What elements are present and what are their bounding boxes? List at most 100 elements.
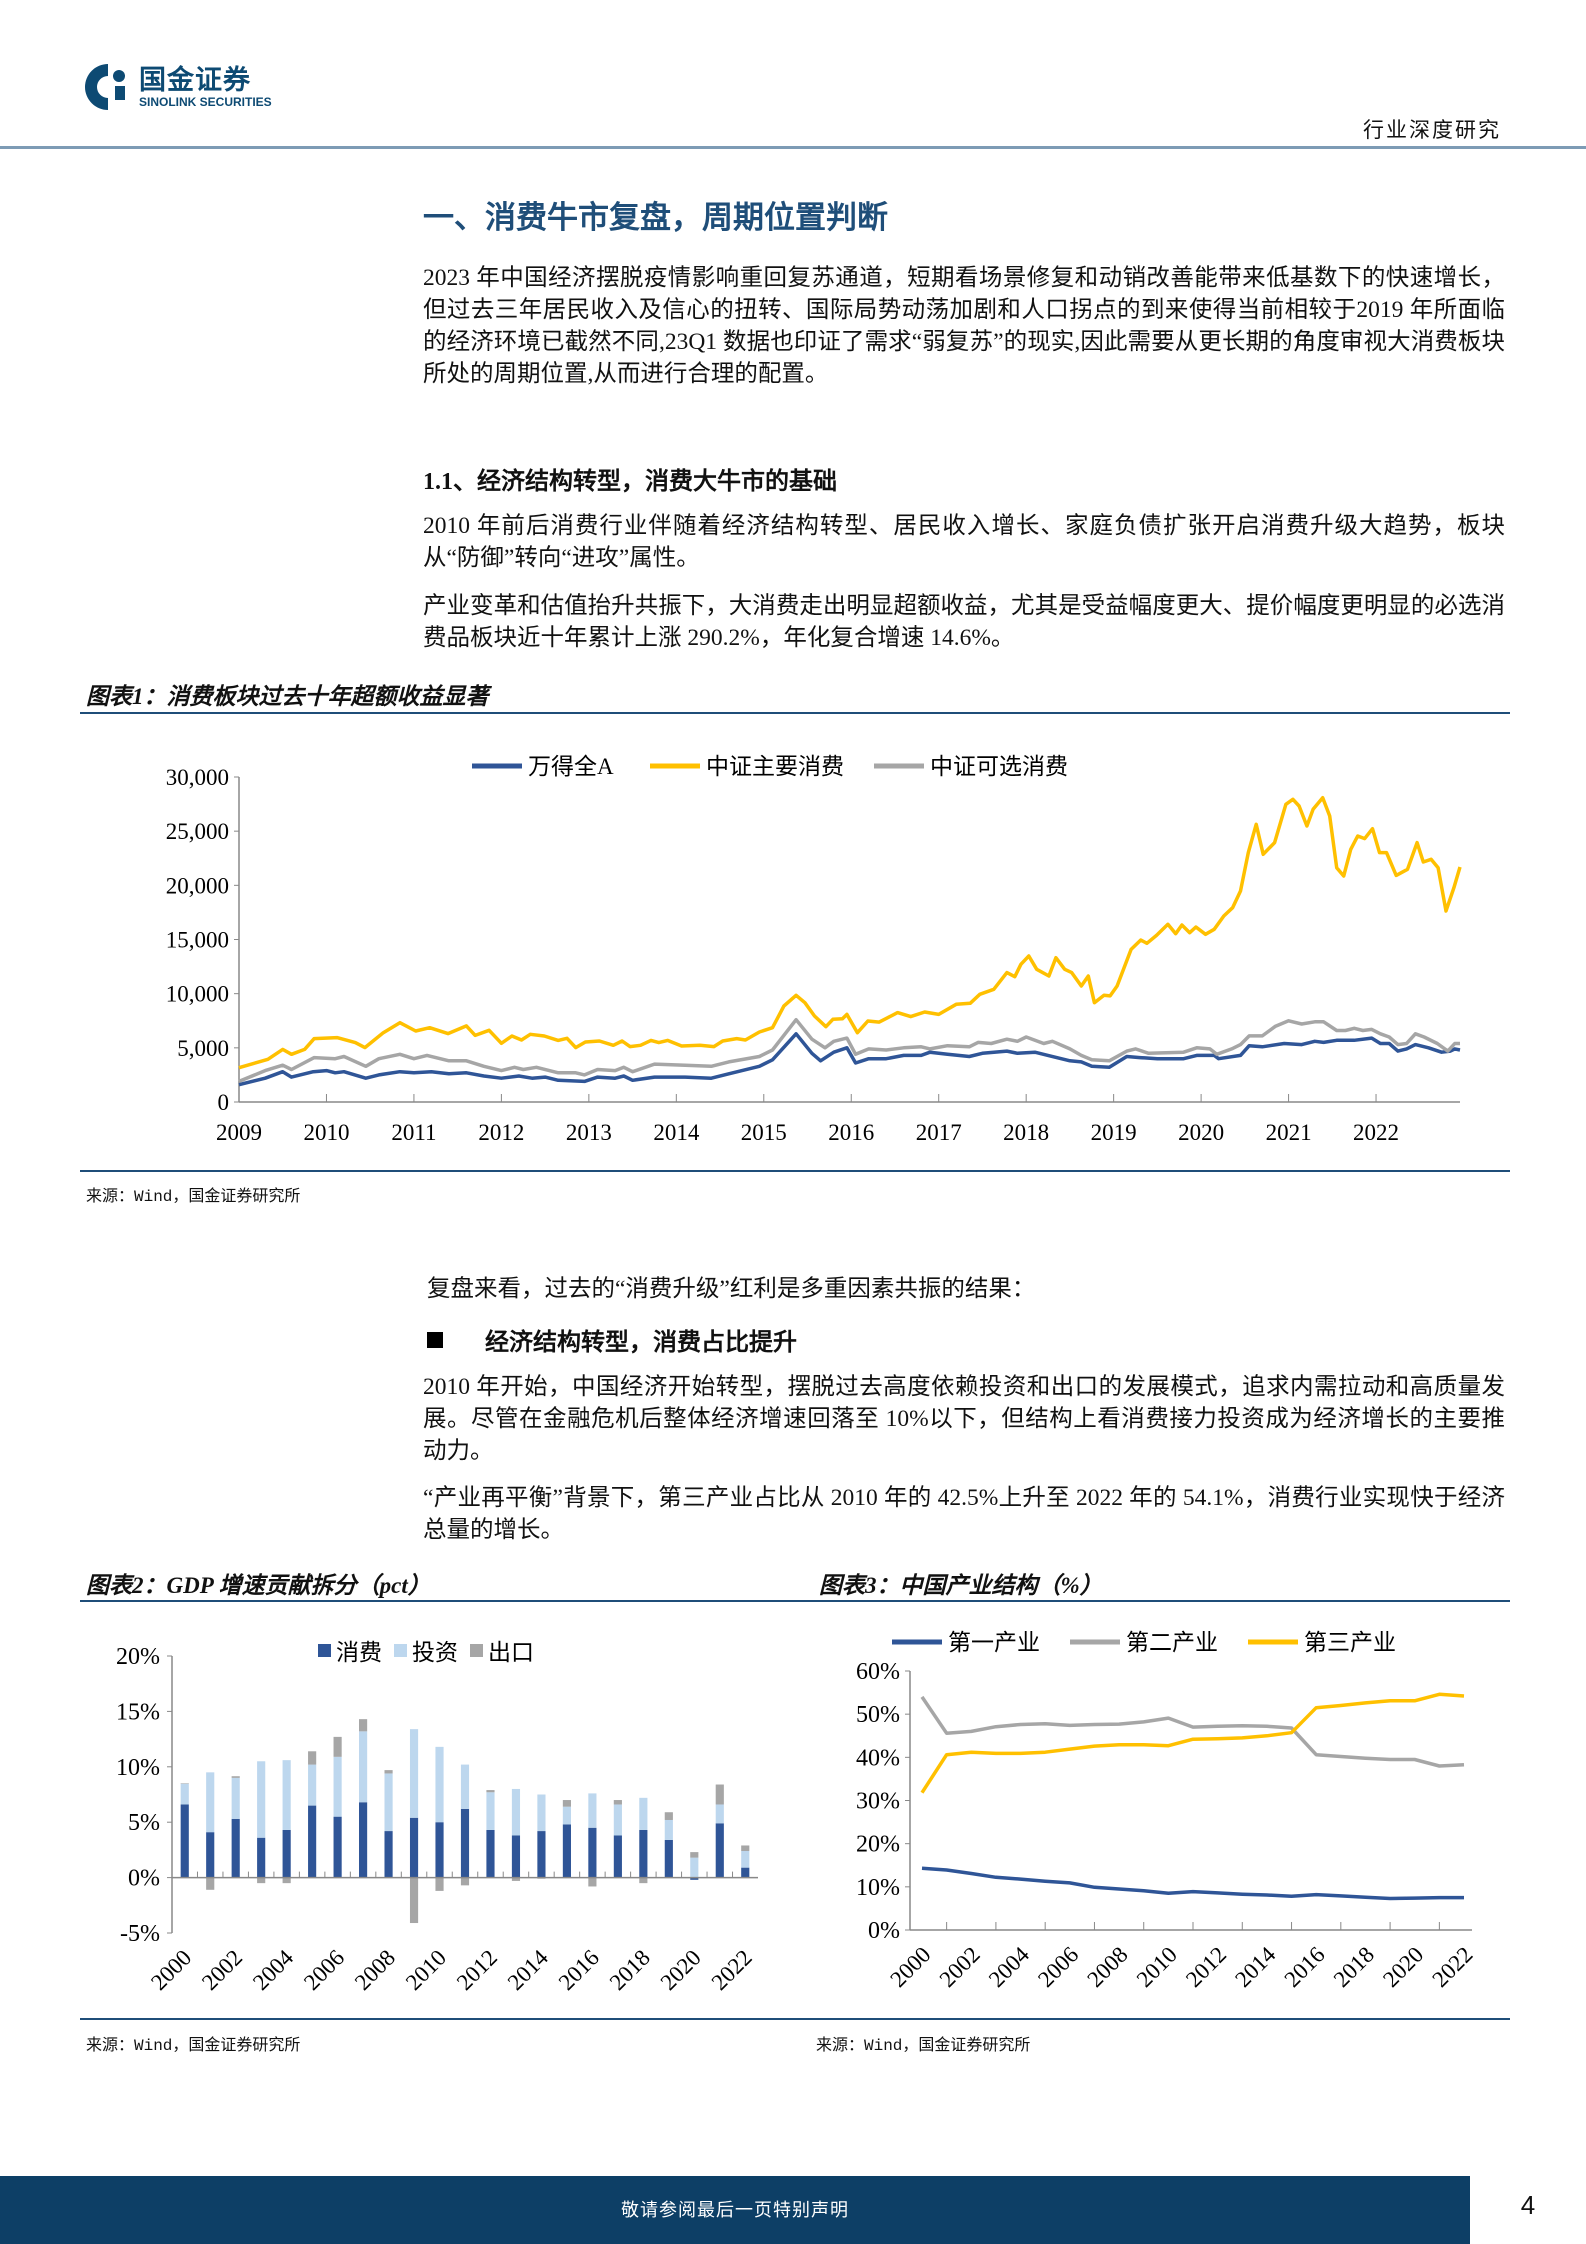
paragraph: 2010 年前后消费行业伴随着经济结构转型、居民收入增长、家庭负债扩张开启消费升… (423, 513, 1505, 571)
x-tick-label: 2016 (554, 1945, 604, 1995)
paragraph: 2010 年开始，中国经济开始转型，摆脱过去高度依赖投资和出口的发展模式，追求内… (423, 1374, 1505, 1464)
bar-investment-2013 (511, 1788, 521, 1836)
bar-investment-2003 (257, 1761, 266, 1838)
bullet-square-icon (427, 1331, 443, 1348)
x-tick-label: 2012 (452, 1945, 502, 1995)
header-divider (0, 146, 1586, 149)
bar-consumption-2004 (282, 1829, 291, 1878)
x-tick-label: 2022 (1427, 1942, 1477, 1992)
bar-investment-2016 (588, 1793, 597, 1828)
bar-consumption-2021 (715, 1823, 724, 1878)
bar-investment-2002 (231, 1777, 240, 1819)
x-tick-label: 2011 (391, 1120, 436, 1145)
x-tick-label: 2006 (299, 1945, 349, 1995)
footer-bar (0, 2176, 1470, 2244)
bar-investment-2014 (537, 1794, 546, 1832)
x-tick-label: 2014 (653, 1120, 700, 1145)
bar-export-2008 (384, 1770, 393, 1774)
legend-label: 第三产业 (1304, 1630, 1396, 1655)
bullet-heading-text: 经济结构转型，消费占比提升 (485, 1330, 797, 1356)
bar-consumption-2017 (613, 1835, 622, 1878)
bar-consumption-2001 (206, 1832, 215, 1878)
bar-consumption-2022 (741, 1867, 750, 1878)
x-tick-label: 2022 (707, 1945, 757, 1995)
x-tick-label: 2000 (146, 1945, 196, 1995)
bar-investment-2020 (690, 1857, 699, 1878)
subsection-title: 1.1、经济结构转型，消费大牛市的基础 (423, 469, 837, 495)
y-tick-label: 5,000 (177, 1036, 229, 1061)
bar-investment-2007 (359, 1731, 368, 1803)
bar-investment-2006 (333, 1756, 342, 1817)
figure-2-title: 图表2：GDP 增速贡献拆分（pct） (86, 1573, 431, 1598)
figure-2-chart: -5% 0% 5% 10% 15% 20% 2000 2002 2004 2006 2008 2010… (116, 1640, 758, 1996)
x-tick-label: 2012 (1181, 1942, 1231, 1992)
bar-consumption-2019 (664, 1839, 673, 1878)
bar-investment-2011 (460, 1764, 470, 1809)
y-tick-label: 30% (856, 1789, 900, 1815)
bar-export-2010 (435, 1877, 444, 1891)
paragraph: 复盘来看，过去的“消费升级”红利是多重因素共振的结果： (427, 1276, 1036, 1302)
y-tick-label: 40% (856, 1745, 900, 1771)
x-tick-label: 2002 (197, 1945, 247, 1995)
bar-export-2002 (231, 1776, 240, 1778)
bar-export-2018 (639, 1877, 648, 1884)
x-tick-label: 2009 (216, 1120, 262, 1145)
x-tick-label: 2018 (1003, 1120, 1049, 1145)
x-tick-label: 2021 (1266, 1120, 1312, 1145)
y-tick-label: 20% (856, 1832, 900, 1858)
y-tick-label: -5% (120, 1921, 160, 1947)
legend-label: 第二产业 (1126, 1630, 1218, 1655)
bar-export-2012 (486, 1790, 495, 1793)
bar-export-2013 (511, 1877, 521, 1881)
y-tick-label: 20% (116, 1644, 160, 1670)
x-tick-label: 2020 (1378, 1942, 1428, 1992)
bar-investment-2008 (384, 1773, 393, 1832)
logo-english-name: SINOLINK SECURITIES (139, 95, 272, 109)
y-tick-label: 15,000 (166, 928, 229, 953)
x-tick-label: 2014 (1230, 1942, 1281, 1993)
bar-export-2016 (588, 1877, 597, 1887)
figure-3-title: 图表3：中国产业结构（%） (819, 1573, 1103, 1598)
footer-disclaimer: 敬请参阅最后一页特别声明 (621, 2200, 849, 2220)
bar-export-2007 (359, 1719, 368, 1732)
legend-label: 投资 (412, 1640, 458, 1665)
y-tick-label: 0% (868, 1918, 900, 1944)
x-tick-label: 2008 (1082, 1942, 1132, 1992)
x-tick-label: 2013 (566, 1120, 612, 1145)
figure-3-chart: 0% 10% 20% 30% 40% 50% 60% 2000 2002 2004 2006 2008… (856, 1630, 1478, 1993)
figure-1-top-rule (80, 712, 1510, 714)
bar-investment-2000 (180, 1783, 189, 1805)
x-tick-label: 2010 (1132, 1942, 1182, 1992)
x-tick-label: 2015 (741, 1120, 787, 1145)
legend-label: 万得全A (528, 754, 614, 779)
figure-1-source: 来源：Wind，国金证券研究所 (86, 1188, 301, 1206)
y-tick-label: 10% (856, 1875, 900, 1901)
bar-export-2015 (562, 1800, 571, 1807)
bar-export-2019 (664, 1812, 673, 1820)
x-tick-label: 2016 (828, 1120, 874, 1145)
bar-consumption-2013 (511, 1835, 521, 1878)
series-line-3 (920, 1692, 1465, 1794)
series-line-1 (921, 1866, 1464, 1901)
bar-consumption-2003 (257, 1837, 266, 1878)
legend-label: 中证可选消费 (930, 754, 1068, 779)
bar-consumption-2009 (409, 1817, 419, 1878)
bar-consumption-2007 (359, 1802, 368, 1878)
x-tick-label: 2018 (1329, 1942, 1379, 1992)
figure-1-title: 图表1：消费板块过去十年超额收益显著 (86, 684, 489, 709)
figure-2-3-top-rule (80, 1600, 1510, 1602)
bar-investment-2015 (562, 1806, 571, 1825)
y-tick-label: 0% (128, 1866, 160, 1892)
bar-investment-2012 (486, 1792, 495, 1830)
figure-1-bottom-rule (80, 1170, 1510, 1172)
bar-consumption-2020 (690, 1877, 699, 1880)
bar-investment-2005 (308, 1764, 317, 1806)
logo-mark-icon (85, 64, 125, 110)
x-tick-label: 2014 (503, 1945, 554, 1996)
x-tick-label: 2020 (656, 1945, 706, 1995)
y-tick-label: 10,000 (166, 982, 229, 1007)
bar-investment-2004 (282, 1760, 291, 1830)
bar-investment-2017 (613, 1804, 622, 1836)
bar-consumption-2014 (537, 1831, 546, 1878)
y-tick-label: 20,000 (166, 873, 229, 898)
